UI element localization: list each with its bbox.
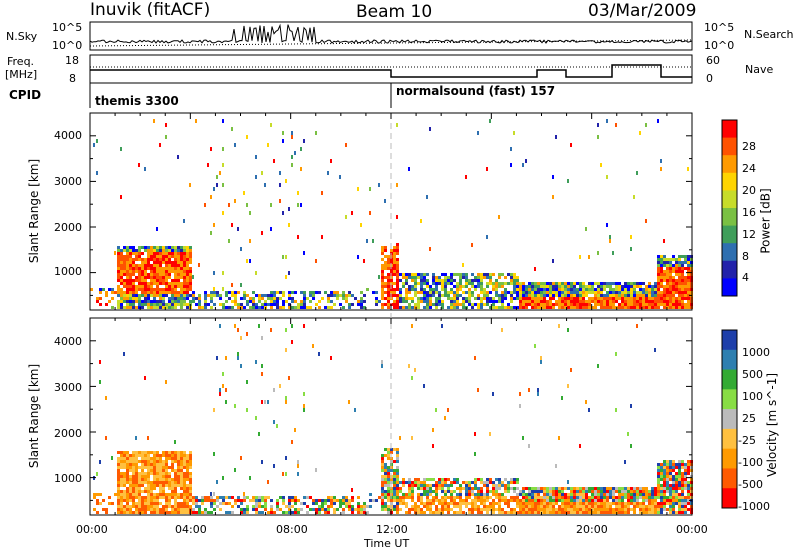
power-colorbar-cell xyxy=(722,278,737,297)
x-axis-label: Time UT xyxy=(364,537,410,550)
velocity-colorbar-cell xyxy=(722,330,737,351)
cpid-normalsound: normalsound (fast) 157 xyxy=(396,84,556,98)
power-cb-8: 8 xyxy=(742,250,749,263)
nsky-tick-high: 10^5 xyxy=(52,21,83,34)
beam-title: Beam 10 xyxy=(356,2,433,22)
power-cb-24: 24 xyxy=(742,162,756,175)
xtick-6: 00:00 xyxy=(676,523,708,536)
power-ytick-4000: 4000 xyxy=(54,129,82,142)
vel-cb-m100: -100 xyxy=(738,456,763,469)
xtick-2: 08:00 xyxy=(276,523,308,536)
velocity-ytick-2000: 2000 xyxy=(54,427,82,440)
vel-cb-100: 100 xyxy=(742,390,763,403)
velocity-colorbar-cell xyxy=(722,468,737,489)
nave-label: Nave xyxy=(745,63,774,76)
freq-tick-low: 8 xyxy=(69,72,76,85)
power-cb-4: 4 xyxy=(742,271,749,284)
freq-unit: [MHz] xyxy=(5,68,38,81)
date-title: 03/Mar/2009 xyxy=(588,1,697,21)
power-colorbar-cell xyxy=(722,225,737,244)
nave-tick-high: 60 xyxy=(706,54,720,67)
power-ytick-3000: 3000 xyxy=(54,175,82,188)
power-cb-20: 20 xyxy=(742,184,756,197)
nsky-trace xyxy=(89,23,693,44)
vel-cb-m25: -25 xyxy=(738,434,756,447)
xtick-0: 00:00 xyxy=(76,523,108,536)
velocity-colorbar-cell xyxy=(722,428,737,450)
power-colorbar-cell xyxy=(722,208,737,227)
power-colorbar-cell xyxy=(722,172,737,191)
velocity-ytick-1000: 1000 xyxy=(54,472,82,485)
vel-cb-m500: -500 xyxy=(738,478,763,491)
velocity-ytick-3000: 3000 xyxy=(54,381,82,394)
nsearch-tick-low: 10^0 xyxy=(704,39,735,52)
freq-label: Freq. xyxy=(7,55,35,68)
velocity-colorbar-cell xyxy=(722,369,737,390)
nsearch-tick-high: 10^5 xyxy=(704,21,735,34)
xtick-1: 04:00 xyxy=(175,523,207,536)
xtick-3: 12:00 xyxy=(376,523,408,536)
station-title: Inuvik (fitACF) xyxy=(90,0,211,20)
power-colorbar-cell xyxy=(722,260,737,279)
power-cb-28: 28 xyxy=(742,140,756,153)
xtick-5: 20:00 xyxy=(576,523,608,536)
velocity-ytick-4000: 4000 xyxy=(54,335,82,348)
power-colorbar-cell xyxy=(722,243,737,262)
vel-cb-25: 25 xyxy=(742,412,756,425)
power-ytick-2000: 2000 xyxy=(54,221,82,234)
vel-cb-1000: 1000 xyxy=(742,346,770,359)
velocity-colorbar-cell xyxy=(722,349,737,371)
nsearch-label: N.Search xyxy=(744,28,794,41)
power-colorbar-frame xyxy=(721,119,738,297)
nsky-label: N.Sky xyxy=(6,30,38,43)
nsky-panel-frame xyxy=(89,21,693,51)
vel-cb-500: 500 xyxy=(742,368,763,381)
vel-cb-m1000: -1000 xyxy=(738,500,770,513)
velocity-colorbar-cell xyxy=(722,409,737,430)
nave-tick-low: 0 xyxy=(706,72,713,85)
nsky-tick-low: 10^0 xyxy=(52,39,83,52)
cpid-label: CPID xyxy=(9,88,42,102)
freq-tick-high: 18 xyxy=(65,54,79,67)
power-ytick-1000: 1000 xyxy=(54,265,82,278)
power-colorbar-cell xyxy=(722,155,737,174)
velocity-colorbar-cell xyxy=(722,488,737,509)
velocity-colorbar-cell xyxy=(722,448,737,469)
power-colorbar-cell xyxy=(722,137,737,156)
nsearch-trace xyxy=(89,39,693,47)
xtick-4: 16:00 xyxy=(475,523,507,536)
freq-panel-frame xyxy=(89,54,693,84)
velocity-colorbar-cell xyxy=(722,389,737,410)
velocity-colorbar-frame xyxy=(721,329,738,509)
power-cb-16: 16 xyxy=(742,206,756,219)
power-colorbar-cell xyxy=(722,190,737,209)
power-colorbar-cell xyxy=(722,120,737,139)
cpid-themis: themis 3300 xyxy=(95,94,179,108)
power-cb-12: 12 xyxy=(742,228,756,241)
